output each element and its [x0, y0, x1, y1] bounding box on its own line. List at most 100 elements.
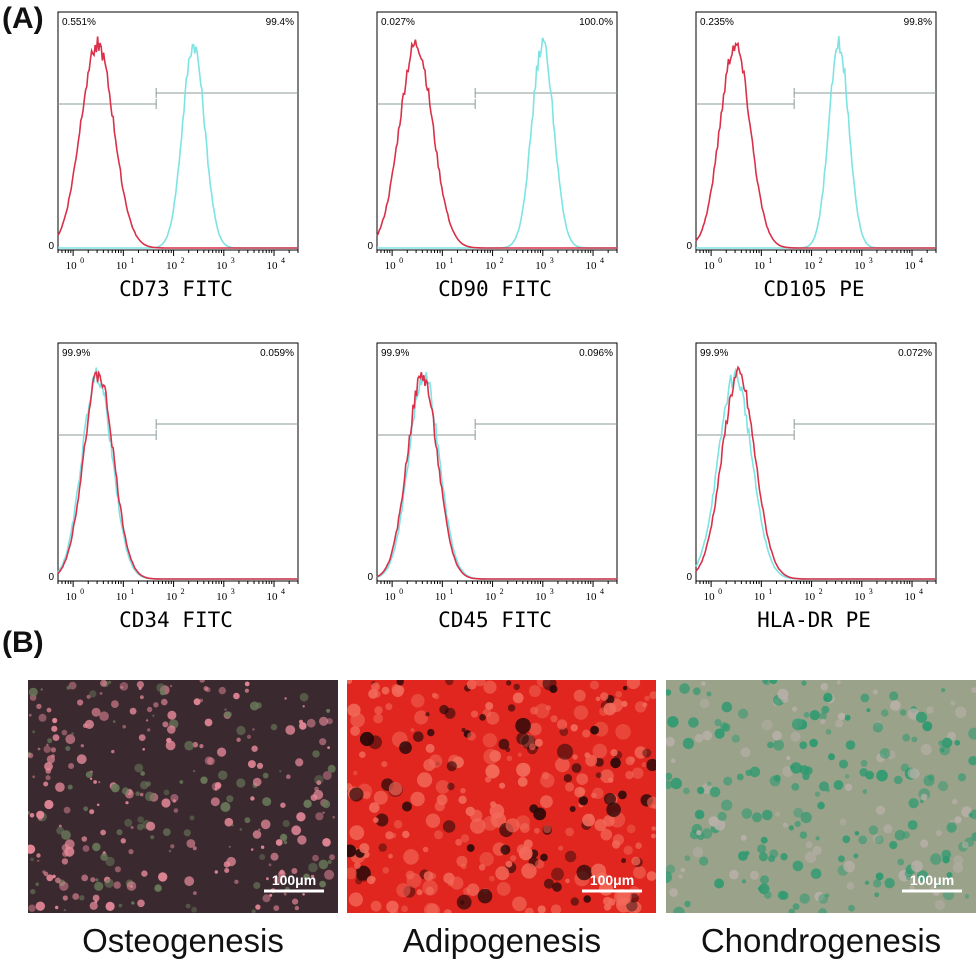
- texture-spot: [327, 860, 332, 864]
- texture-spot: [576, 773, 589, 785]
- texture-spot: [644, 695, 650, 701]
- texture-spot: [893, 775, 903, 785]
- histogram-panel-1: 010 0 10 1 10 2 10 3 10 40.551% 99.4%CD73 FITC: [48, 11, 299, 301]
- texture-spot: [911, 736, 918, 743]
- texture-spot: [89, 809, 95, 815]
- texture-spot: [799, 893, 810, 904]
- texture-spot: [47, 738, 53, 744]
- x-tick-label: 10: [535, 591, 547, 603]
- texture-spot: [632, 767, 644, 779]
- texture-spot: [595, 696, 601, 702]
- texture-spot: [521, 863, 537, 879]
- texture-spot: [821, 705, 830, 714]
- texture-spot: [260, 819, 271, 830]
- texture-spot: [906, 875, 911, 881]
- x-tick-exponent: 1: [768, 256, 772, 265]
- texture-spot: [571, 763, 582, 773]
- texture-spot: [688, 717, 699, 728]
- texture-spot: [565, 878, 570, 884]
- texture-spot: [513, 683, 520, 691]
- texture-spot: [116, 829, 123, 836]
- x-tick-label: 10: [586, 260, 598, 272]
- texture-spot: [818, 908, 827, 913]
- texture-spot: [348, 892, 363, 907]
- texture-spot: [65, 734, 76, 745]
- texture-spot: [534, 703, 550, 719]
- texture-spot: [564, 850, 577, 863]
- texture-spot: [769, 680, 778, 685]
- x-tick-exponent: 1: [130, 587, 134, 596]
- texture-spot: [273, 876, 282, 884]
- texture-spot: [91, 707, 101, 717]
- texture-spot: [600, 828, 613, 841]
- texture-spot: [968, 727, 976, 740]
- texture-spot: [167, 710, 177, 720]
- texture-spot: [279, 770, 282, 773]
- x-tick-label: 10: [385, 260, 397, 272]
- texture-spot: [950, 700, 956, 706]
- texture-spot: [952, 798, 958, 805]
- x-tick-label: 10: [485, 591, 497, 603]
- texture-spot: [68, 681, 77, 690]
- texture-spot: [226, 795, 234, 803]
- texture-spot: [809, 710, 820, 721]
- x-tick-exponent: 1: [768, 587, 772, 596]
- texture-spot: [131, 901, 135, 905]
- gate-left-percent: 0.551%: [62, 17, 96, 28]
- texture-spot: [865, 770, 875, 780]
- texture-spot: [706, 781, 712, 787]
- texture-spot: [844, 714, 851, 721]
- x-tick-label: 10: [216, 591, 228, 603]
- texture-spot: [381, 686, 390, 695]
- texture-spot: [28, 810, 30, 815]
- texture-spot: [495, 866, 510, 881]
- texture-spot: [169, 684, 173, 688]
- texture-spot: [872, 834, 882, 843]
- texture-spot: [224, 868, 230, 873]
- texture-spot: [51, 754, 55, 758]
- x-tick-label: 10: [754, 260, 766, 272]
- texture-spot: [670, 758, 676, 763]
- x-tick-exponent: 1: [449, 256, 453, 265]
- histogram-panel-6: 010 0 10 1 10 2 10 3 10 499.9% 0.072%HLA-DR PE: [686, 342, 937, 630]
- texture-spot: [828, 753, 835, 761]
- texture-spot: [153, 702, 159, 708]
- texture-spot: [862, 789, 868, 794]
- texture-spot: [214, 782, 222, 789]
- texture-spot: [156, 683, 166, 692]
- texture-spot: [297, 835, 307, 845]
- texture-spot: [393, 820, 403, 829]
- texture-spot: [62, 895, 68, 901]
- texture-spot: [373, 690, 381, 698]
- x-axis-label: CD45 FITC: [438, 608, 552, 630]
- texture-spot: [460, 834, 470, 843]
- texture-spot: [154, 884, 162, 892]
- x-axis-label: HLA-DR PE: [757, 608, 871, 630]
- texture-spot: [99, 692, 103, 695]
- texture-spot: [32, 730, 36, 734]
- texture-spot: [478, 864, 486, 871]
- gate-right-percent: 99.8%: [904, 17, 932, 28]
- texture-spot: [714, 719, 722, 727]
- texture-spot: [329, 854, 335, 861]
- texture-spot: [938, 740, 944, 746]
- texture-spot: [839, 818, 847, 826]
- texture-spot: [873, 879, 882, 888]
- texture-spot: [259, 854, 266, 860]
- marker-histogram-curve: [376, 372, 617, 580]
- texture-spot: [584, 752, 591, 758]
- texture-spot: [302, 705, 305, 708]
- texture-spot: [767, 741, 774, 749]
- texture-spot: [234, 879, 239, 884]
- texture-spot: [322, 800, 331, 809]
- texture-spot: [152, 714, 155, 717]
- texture-spot: [262, 797, 272, 807]
- texture-spot: [423, 871, 434, 881]
- texture-spot: [603, 702, 617, 716]
- texture-spot: [902, 733, 911, 742]
- texture-spot: [792, 706, 798, 712]
- texture-spot: [820, 718, 826, 725]
- texture-spot: [391, 685, 404, 697]
- texture-spot: [205, 687, 211, 693]
- texture-spot: [773, 739, 785, 751]
